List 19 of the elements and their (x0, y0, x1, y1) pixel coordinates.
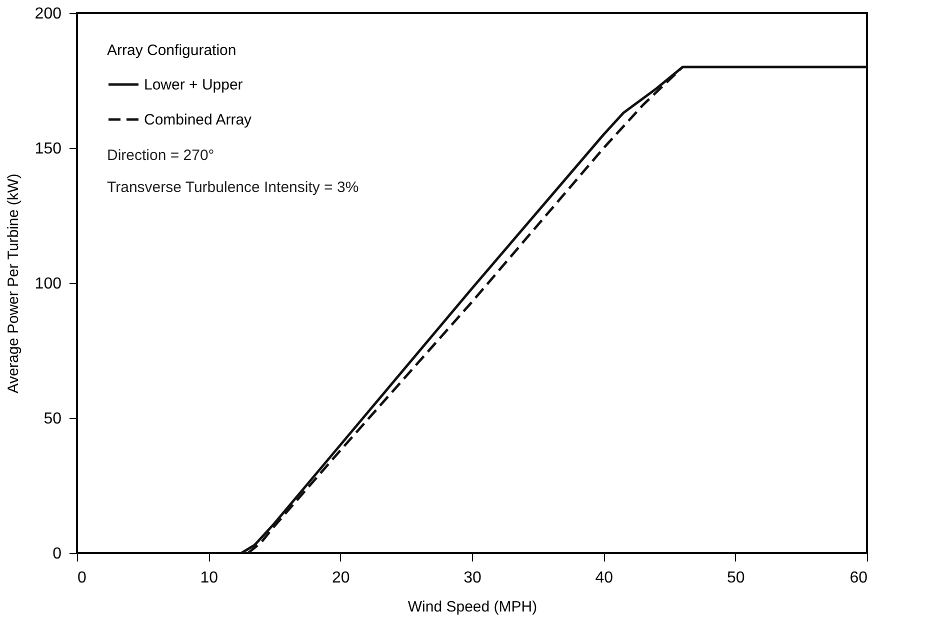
x-tick-label: 60 (850, 570, 868, 586)
x-tick-label: 30 (464, 570, 482, 586)
y-tick-label: 200 (34, 6, 62, 22)
y-tick-label: 100 (34, 276, 62, 292)
legend-title: Array Configuration (107, 42, 236, 59)
y-tick-label: 50 (44, 410, 62, 428)
x-tick-label: 0 (78, 570, 86, 586)
legend-label: Lower + Upper (144, 76, 243, 94)
annotation: Transverse Turbulence Intensity = 3% (107, 179, 359, 196)
x-tick-label: 20 (332, 570, 350, 586)
y-tick-label: 150 (34, 140, 62, 158)
x-tick-label: 10 (200, 570, 218, 586)
y-tick-label: 0 (52, 546, 62, 562)
x-axis-title: Wind Speed (MPH) (408, 598, 538, 616)
x-tick-label: 40 (595, 570, 614, 586)
legend-label: Combined Array (144, 112, 252, 128)
y-axis-title: Average Power Per Turbine (kW) (4, 174, 22, 394)
annotation: Direction = 270° (107, 147, 214, 164)
x-tick-label: 50 (726, 570, 745, 586)
